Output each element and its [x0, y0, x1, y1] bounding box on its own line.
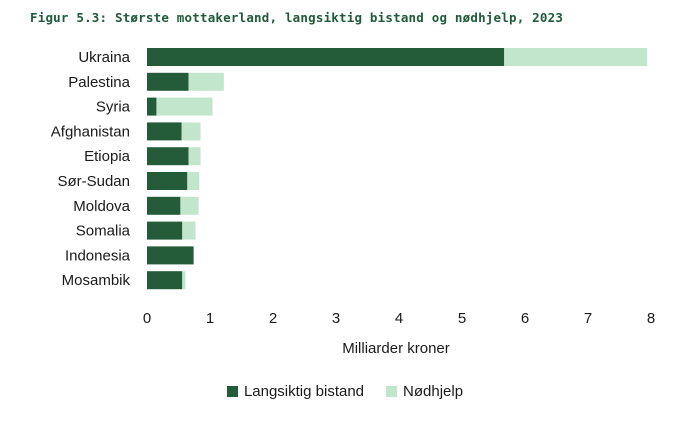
bar-sor-sudan-langsiktig-bistand	[147, 172, 188, 190]
bar-indonesia-langsiktig-bistand	[147, 246, 194, 265]
bar-sor-sudan-nodhjelp	[187, 172, 200, 190]
category-label-somalia: Somalia	[76, 223, 131, 240]
legend-swatch	[226, 386, 238, 397]
category-label-palestina: Palestina	[68, 74, 130, 91]
x-tick-label: 4	[395, 310, 403, 327]
legend: Langsiktig bistand Nødhjelp	[0, 383, 690, 400]
category-label-afghanistan: Afghanistan	[51, 123, 130, 140]
bar-mosambik-nodhjelp	[182, 271, 186, 290]
x-tick-label: 2	[269, 310, 277, 327]
category-label-etiopia: Etiopia	[84, 148, 131, 165]
legend-item-nodhjelp: Nødhjelp	[386, 383, 463, 400]
x-tick-label: 8	[647, 310, 655, 327]
bar-syria-nodhjelp	[156, 97, 213, 116]
figure-title: Figur 5.3: Største mottakerland, langsik…	[30, 10, 564, 25]
bar-syria-langsiktig-bistand	[147, 97, 157, 116]
category-label-moldova: Moldova	[73, 198, 130, 215]
bar-afghanistan-langsiktig-bistand	[147, 122, 182, 141]
legend-swatch	[386, 386, 398, 397]
legend-label: Nødhjelp	[403, 383, 464, 400]
x-tick-label: 0	[143, 310, 151, 327]
x-tick-label: 5	[458, 310, 466, 327]
bars-layer	[147, 48, 648, 290]
bar-somalia-langsiktig-bistand	[147, 221, 183, 240]
bar-moldova-langsiktig-bistand	[147, 196, 181, 215]
x-tick-label: 3	[332, 310, 340, 327]
x-axis-title: Milliarder kroner	[342, 340, 450, 357]
x-tick-label: 7	[584, 310, 592, 327]
category-label-sor-sudan: Sør-Sudan	[57, 173, 130, 190]
category-label-syria: Syria	[96, 99, 131, 116]
x-tick-label: 1	[206, 310, 214, 327]
legend-label: Langsiktig bistand	[243, 383, 365, 400]
bar-mosambik-langsiktig-bistand	[147, 271, 183, 290]
category-label-indonesia: Indonesia	[65, 247, 131, 264]
category-label-mosambik: Mosambik	[62, 272, 131, 289]
category-label-ukraina: Ukraina	[78, 49, 130, 66]
bar-ukraina-langsiktig-bistand	[147, 48, 505, 66]
bar-etiopia-langsiktig-bistand	[147, 147, 189, 166]
x-tick-label: 6	[521, 310, 529, 327]
bar-afghanistan-nodhjelp	[181, 122, 201, 141]
bar-palestina-langsiktig-bistand	[147, 72, 189, 91]
x-tick-labels: 0 1 2 3 4 5 6 7 8	[143, 310, 655, 327]
bar-ukraina-nodhjelp	[504, 48, 648, 66]
bar-somalia-nodhjelp	[182, 221, 196, 240]
category-labels: Ukraina Palestina Syria Afghanistan Etiopia S…	[51, 49, 131, 289]
bar-etiopia-nodhjelp	[188, 147, 201, 166]
bar-palestina-nodhjelp	[188, 72, 224, 91]
legend-item-langsiktig-bistand: Langsiktig bistand	[226, 383, 365, 400]
bar-moldova-nodhjelp	[180, 196, 199, 215]
